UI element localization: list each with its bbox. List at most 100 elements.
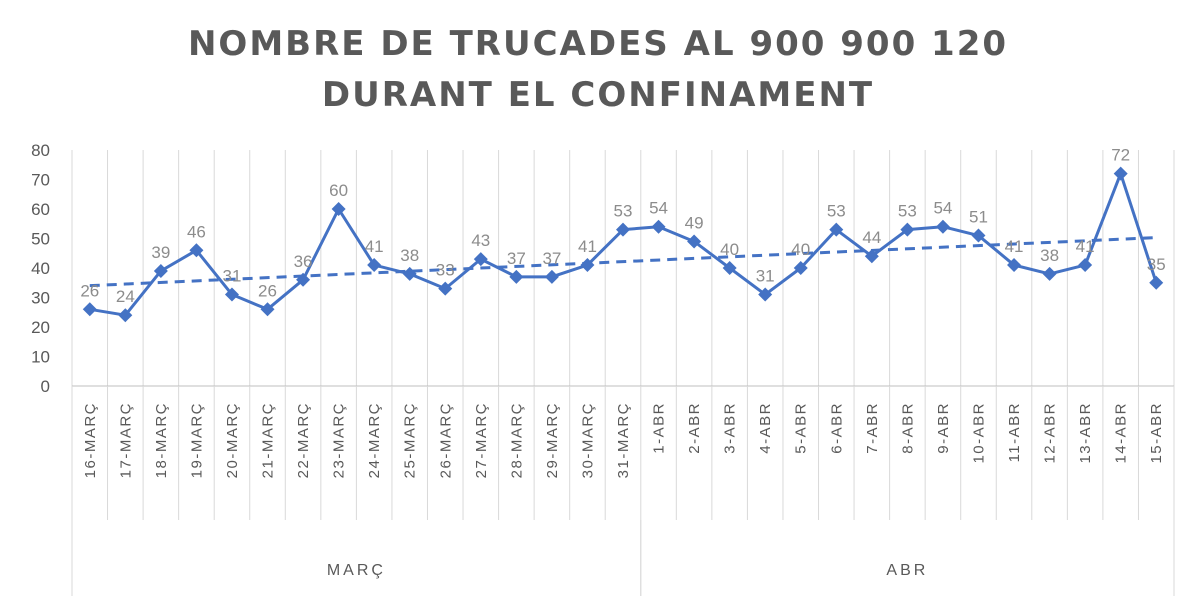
x-tick-label: 28-MARÇ bbox=[508, 402, 525, 478]
data-label: 40 bbox=[720, 240, 739, 259]
data-point-marker bbox=[687, 234, 702, 249]
data-point-marker bbox=[1078, 258, 1093, 273]
data-point-marker bbox=[402, 266, 417, 281]
x-tick-label: 25-MARÇ bbox=[402, 402, 419, 478]
x-tick-label: 9-ABR bbox=[935, 402, 952, 454]
data-label: 44 bbox=[862, 228, 881, 247]
data-label: 49 bbox=[685, 213, 704, 232]
y-tick-label: 40 bbox=[31, 259, 50, 278]
data-label: 53 bbox=[827, 202, 846, 221]
data-label: 41 bbox=[578, 237, 597, 256]
data-label: 41 bbox=[1076, 237, 1095, 256]
data-label: 31 bbox=[756, 267, 775, 286]
data-label: 41 bbox=[365, 237, 384, 256]
data-point-marker bbox=[189, 243, 204, 258]
x-tick-label: 18-MARÇ bbox=[153, 402, 170, 478]
data-label: 53 bbox=[614, 202, 633, 221]
x-tick-label: 2-ABR bbox=[686, 402, 703, 454]
data-label: 39 bbox=[151, 243, 170, 262]
data-point-marker bbox=[473, 252, 488, 267]
data-point-marker bbox=[1007, 258, 1022, 273]
x-tick-label: 27-MARÇ bbox=[473, 402, 490, 478]
axes bbox=[71, 385, 1175, 520]
x-tick-label: 11-ABR bbox=[1006, 402, 1023, 462]
data-point-marker bbox=[935, 219, 950, 234]
data-point-marker bbox=[864, 249, 879, 264]
data-label: 41 bbox=[1005, 237, 1024, 256]
data-point-marker bbox=[722, 261, 737, 275]
data-point-marker bbox=[1113, 166, 1128, 181]
x-tick-label: 4-ABR bbox=[757, 402, 774, 454]
x-tick-label: 13-ABR bbox=[1077, 402, 1094, 464]
data-point-marker bbox=[651, 219, 666, 234]
y-tick-label: 0 bbox=[41, 377, 50, 396]
data-point-marker bbox=[153, 263, 168, 278]
x-tick-label: 26-MARÇ bbox=[437, 402, 454, 478]
x-tick-label: 5-ABR bbox=[793, 402, 810, 454]
x-tick-label: 17-MARÇ bbox=[117, 402, 134, 478]
series-layer bbox=[82, 166, 1164, 323]
data-point-marker bbox=[580, 258, 595, 273]
x-tick-label: 8-ABR bbox=[899, 402, 916, 454]
x-tick-label: 29-MARÇ bbox=[544, 402, 561, 478]
x-axis-ticks: 16-MARÇ 17-MARÇ 18-MARÇ 19-MARÇ 20-MARÇ 21-MA… bbox=[82, 402, 1165, 478]
data-labels: 26 24 39 46 31 26 36 60 41 38 33 43 37 37 41 53 54 49 40 31… bbox=[80, 146, 1165, 307]
x-tick-label: 6-ABR bbox=[828, 402, 845, 454]
x-tick-label: 23-MARÇ bbox=[331, 402, 348, 478]
data-point-marker bbox=[82, 302, 97, 317]
x-tick-label: 1-ABR bbox=[651, 402, 668, 454]
data-point-marker bbox=[438, 281, 453, 296]
data-point-marker bbox=[758, 287, 773, 302]
data-point-marker bbox=[829, 222, 844, 237]
chart-title-line2: DURANT EL CONFINAMENT bbox=[322, 75, 874, 115]
y-tick-label: 50 bbox=[31, 230, 50, 249]
y-tick-label: 80 bbox=[31, 141, 50, 160]
data-label: 51 bbox=[969, 208, 988, 227]
data-label: 53 bbox=[898, 202, 917, 221]
data-label: 37 bbox=[507, 249, 526, 268]
x-tick-label: 14-ABR bbox=[1113, 402, 1130, 464]
x-tick-label: 12-ABR bbox=[1042, 402, 1059, 464]
data-label: 31 bbox=[223, 267, 242, 286]
group-label: ABR bbox=[886, 562, 928, 579]
data-label: 38 bbox=[1040, 246, 1059, 265]
data-point-marker bbox=[971, 228, 986, 243]
y-tick-label: 70 bbox=[31, 171, 50, 190]
x-tick-label: 15-ABR bbox=[1148, 402, 1165, 464]
data-label: 60 bbox=[329, 181, 348, 200]
x-tick-label: 19-MARÇ bbox=[188, 402, 205, 478]
data-point-marker bbox=[331, 202, 346, 216]
data-label: 26 bbox=[80, 281, 99, 300]
data-label: 33 bbox=[436, 261, 455, 280]
data-point-marker bbox=[793, 261, 808, 275]
data-label: 43 bbox=[471, 231, 490, 250]
data-label: 46 bbox=[187, 222, 206, 241]
data-label: 26 bbox=[258, 281, 277, 300]
x-tick-label: 20-MARÇ bbox=[224, 402, 241, 478]
data-point-marker bbox=[616, 222, 630, 237]
trendline bbox=[89, 236, 1157, 288]
chart-title-line1: NOMBRE DE TRUCADES AL 900 900 120 bbox=[188, 24, 1008, 64]
y-axis-ticks: 0 10 20 30 40 50 60 70 80 bbox=[31, 141, 50, 396]
data-label: 54 bbox=[649, 199, 668, 218]
x-tick-label: 16-MARÇ bbox=[82, 402, 99, 478]
data-point-marker bbox=[367, 258, 382, 273]
x-tick-label: 7-ABR bbox=[864, 402, 881, 454]
data-label: 38 bbox=[400, 246, 419, 265]
group-label: MARÇ bbox=[327, 562, 386, 579]
y-tick-label: 60 bbox=[31, 200, 50, 219]
data-point-marker bbox=[1149, 275, 1164, 290]
data-point-marker bbox=[1042, 266, 1057, 281]
data-point-marker bbox=[544, 269, 559, 284]
data-point-marker bbox=[509, 269, 524, 284]
data-point-marker bbox=[224, 287, 239, 302]
data-label: 40 bbox=[791, 240, 810, 259]
x-tick-label: 24-MARÇ bbox=[366, 402, 383, 478]
y-tick-label: 10 bbox=[31, 348, 50, 367]
data-point-marker bbox=[900, 222, 915, 237]
x-tick-label: 31-MARÇ bbox=[615, 402, 632, 478]
x-tick-label: 22-MARÇ bbox=[295, 402, 312, 478]
data-label: 37 bbox=[542, 249, 561, 268]
data-point-marker bbox=[296, 272, 311, 287]
